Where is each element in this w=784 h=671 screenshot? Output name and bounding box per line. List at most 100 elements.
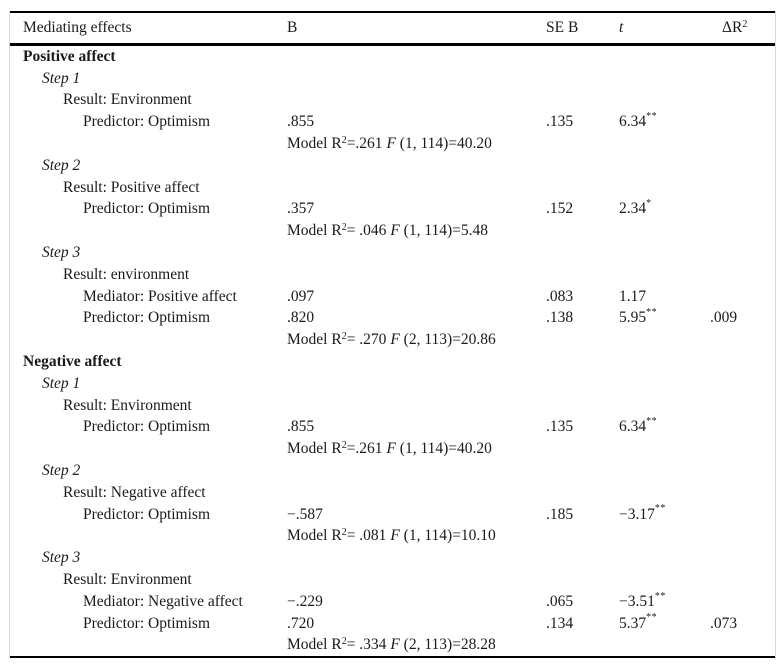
column-header-b: B xyxy=(287,19,298,36)
b-value: .855 xyxy=(287,418,315,436)
table-row-result: Result: Environment xyxy=(10,569,775,591)
table-bottom-rule xyxy=(10,656,775,659)
model-r2-value: = .270 xyxy=(346,331,391,349)
column-header-se-b: SE B xyxy=(546,19,579,36)
b-value: −.229 xyxy=(287,592,323,610)
significance-stars: ** xyxy=(646,307,658,319)
b-value: .720 xyxy=(287,614,315,632)
row-label: Step 1 xyxy=(42,69,81,87)
table-row-data: Predictor: Optimism −.587 .185 −3.17** xyxy=(10,504,775,526)
b-value: .357 xyxy=(287,200,315,218)
model-r-superscript: 2 xyxy=(341,222,347,234)
t-number: −3.51 xyxy=(619,592,655,610)
model-stats: Model R2= .081 F (1, 114)=10.10 xyxy=(287,527,775,545)
model-f-symbol: F xyxy=(386,135,396,153)
se-b-value: .083 xyxy=(546,287,574,305)
model-r2-value: =.261 xyxy=(346,135,387,153)
row-label: Result: Positive affect xyxy=(63,178,200,196)
model-prefix: Model R xyxy=(287,135,342,153)
row-label: Result: Environment xyxy=(63,571,192,589)
t-value: 5.37** xyxy=(619,612,710,633)
b-value: .820 xyxy=(287,309,315,327)
significance-stars: ** xyxy=(654,503,666,515)
row-label: Mediator: Positive affect xyxy=(83,287,237,305)
model-prefix: Model R xyxy=(287,222,342,240)
model-f-symbol: F xyxy=(390,636,400,654)
model-r-superscript: 2 xyxy=(341,636,347,648)
row-label: Step 2 xyxy=(42,156,81,174)
table-row-section: Negative affect xyxy=(10,351,775,373)
model-r-superscript: 2 xyxy=(341,440,347,452)
model-r2-value: = .046 xyxy=(346,222,391,240)
significance-stars: ** xyxy=(654,590,666,602)
table-row-data: Predictor: Optimism .855 .135 6.34** xyxy=(10,111,775,133)
table-row-result: Result: Negative affect xyxy=(10,482,775,504)
row-label: Predictor: Optimism xyxy=(83,200,211,218)
model-f-value: (1, 114)=10.10 xyxy=(399,527,496,545)
model-f-value: (2, 113)=28.28 xyxy=(399,636,496,654)
model-r2-value: = .081 xyxy=(346,527,391,545)
row-label: Result: Negative affect xyxy=(63,483,206,501)
table-row-result: Result: Environment xyxy=(10,90,775,112)
table-row-section: Positive affect xyxy=(10,46,775,68)
model-stats: Model R2= .270 F (2, 113)=20.86 xyxy=(287,331,775,349)
t-value: 6.34** xyxy=(619,112,710,131)
table-row-result: Result: Positive affect xyxy=(10,177,775,199)
row-label: Step 1 xyxy=(42,374,81,392)
t-value: −3.51** xyxy=(619,590,710,611)
table-body: Positive affect Step 1 Result: Environment… xyxy=(10,46,775,656)
significance-stars: ** xyxy=(646,416,658,428)
se-b-value: .152 xyxy=(546,200,574,218)
table-top-rule xyxy=(10,11,775,13)
table-row-data: Mediator: Negative affect −.229 .065 −3.51*… xyxy=(10,591,775,613)
model-f-symbol: F xyxy=(390,527,400,545)
row-label: Predictor: Optimism xyxy=(83,418,211,436)
t-number: 1.17 xyxy=(619,287,647,305)
table-row-data: Mediator: Positive affect .097 .083 1.17 xyxy=(10,286,775,308)
t-value: 1.17 xyxy=(619,288,710,306)
table-row-step: Step 2 xyxy=(10,460,775,482)
table-row-model: Model R2= .046 F (1, 114)=5.48 xyxy=(10,220,775,242)
model-prefix: Model R xyxy=(287,440,342,458)
model-stats: Model R2= .334 F (2, 113)=28.28 xyxy=(287,636,775,654)
t-number: 6.34 xyxy=(619,113,647,131)
t-value: 5.95** xyxy=(619,307,710,327)
table-header-row: Mediating effects B SE B t ΔR2 xyxy=(10,13,775,43)
model-prefix: Model R xyxy=(287,527,342,545)
model-r-superscript: 2 xyxy=(341,527,347,539)
se-b-value: .135 xyxy=(546,418,574,436)
table-row-model: Model R2=.261 F (1, 114)=40.20 xyxy=(10,133,775,155)
model-f-value: (1, 114)=40.20 xyxy=(395,135,492,153)
column-header-mediating-effects: Mediating effects xyxy=(23,19,132,36)
t-value: 2.34* xyxy=(619,198,710,218)
row-label: Step 3 xyxy=(42,549,81,567)
se-b-value: .065 xyxy=(546,592,574,610)
se-b-value: .185 xyxy=(546,505,574,523)
table-header-rule xyxy=(10,43,775,46)
t-number: 6.34 xyxy=(619,418,647,436)
se-b-value: .135 xyxy=(546,113,574,131)
model-prefix: Model R xyxy=(287,331,342,349)
b-value: .097 xyxy=(287,287,315,305)
table-row-result: Result: Environment xyxy=(10,395,775,417)
b-value: .855 xyxy=(287,113,315,131)
mediation-table: Mediating effects B SE B t ΔR2 Positive … xyxy=(9,11,776,659)
row-label: Result: Environment xyxy=(63,396,192,414)
table-row-data: Predictor: Optimism .820.138 5.95** .009 xyxy=(10,308,775,330)
t-number: 5.95 xyxy=(619,309,647,327)
se-b-value: .138 xyxy=(546,309,574,327)
model-f-symbol: F xyxy=(390,331,400,349)
model-r2-value: =.261 xyxy=(346,440,387,458)
delta-r2-value: .009 xyxy=(710,309,738,327)
model-r2-value: = .334 xyxy=(346,636,391,654)
se-b-value: .134 xyxy=(546,614,574,632)
row-label: Result: environment xyxy=(63,265,190,283)
t-number: 2.34 xyxy=(619,200,647,218)
table-row-model: Model R2= .081 F (1, 114)=10.10 xyxy=(10,526,775,548)
model-prefix: Model R xyxy=(287,636,342,654)
delta-r-label: ΔR xyxy=(722,19,743,36)
model-f-value: (1, 114)=5.48 xyxy=(399,222,489,240)
significance-stars: ** xyxy=(646,612,658,624)
row-label: Mediator: Negative affect xyxy=(83,592,243,610)
significance-stars: * xyxy=(646,198,652,210)
